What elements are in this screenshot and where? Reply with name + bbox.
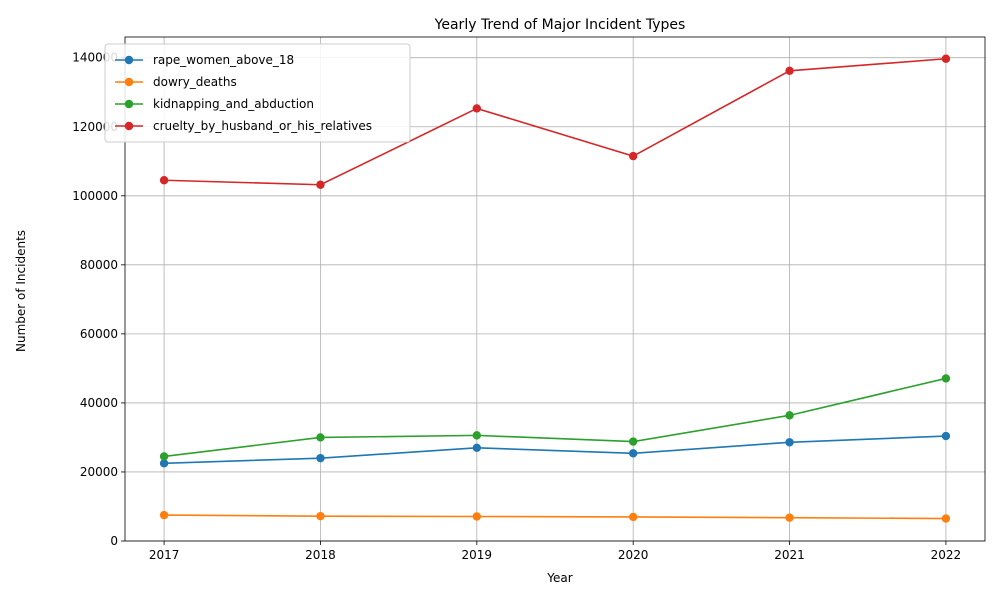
legend-marker <box>124 55 134 65</box>
data-point <box>941 514 951 523</box>
legend: rape_women_above_18 dowry_deaths kidnappin… <box>104 43 411 143</box>
x-tick-label: 2017 <box>149 548 180 562</box>
legend-marker <box>124 99 134 109</box>
data-point <box>472 443 482 452</box>
x-axis-title: Year <box>546 571 572 585</box>
x-tick-label: 2019 <box>462 548 493 562</box>
data-point <box>941 431 951 441</box>
y-tick-label: 60000 <box>80 327 118 341</box>
data-point <box>628 449 638 458</box>
data-point <box>159 510 169 520</box>
data-point <box>316 453 325 463</box>
legend-item: rape_women_above_18 <box>115 53 294 67</box>
grid <box>125 37 985 542</box>
data-point <box>159 176 169 185</box>
series-line <box>164 514 946 520</box>
x-tick-label: 2018 <box>305 548 336 562</box>
legend-item: dowry_deaths <box>115 75 237 89</box>
data-point <box>785 411 794 420</box>
data-point <box>472 431 482 440</box>
data-point <box>941 54 951 63</box>
series-rape_women_above_18 <box>159 431 951 468</box>
data-point <box>785 438 794 447</box>
data-point <box>785 66 794 76</box>
series-line <box>163 377 947 458</box>
y-axis-title: Number of Incidents <box>14 230 28 352</box>
legend-box <box>104 43 411 143</box>
data-point <box>316 511 325 521</box>
series-line <box>164 435 946 465</box>
y-tick-label: 100000 <box>72 189 118 203</box>
series-kidnapping_and_abduction <box>159 374 951 461</box>
legend-marker <box>124 121 134 131</box>
chart-title: Yearly Trend of Major Incident Types <box>434 17 686 33</box>
data-point <box>472 104 482 113</box>
x-tick-label: 2021 <box>774 548 805 562</box>
plot-frame <box>124 36 986 542</box>
x-tick-label: 2022 <box>931 548 962 562</box>
legend-item: cruelty_by_husband_or_his_relatives <box>115 119 372 133</box>
legend-label: rape_women_above_18 <box>153 53 294 67</box>
legend-item: kidnapping_and_abduction <box>115 97 314 111</box>
legend-label: kidnapping_and_abduction <box>153 97 314 111</box>
data-point <box>628 512 638 522</box>
x-tick-label: 2020 <box>618 548 649 562</box>
legend-label: cruelty_by_husband_or_his_relatives <box>153 119 372 133</box>
legend-label: dowry_deaths <box>153 75 237 89</box>
data-point <box>785 513 794 522</box>
data-point <box>941 374 951 383</box>
y-tick-label: 40000 <box>80 396 118 410</box>
series-cruelty_by_husband_or_his_relatives <box>159 54 951 189</box>
data-point <box>316 180 325 189</box>
data-point <box>159 459 169 468</box>
data-point <box>472 512 482 521</box>
y-tick-label: 80000 <box>80 258 118 272</box>
data-point <box>159 452 169 461</box>
legend-marker <box>124 77 134 87</box>
series-line <box>164 57 946 186</box>
series-layer <box>159 54 951 523</box>
data-point <box>628 151 638 161</box>
data-point <box>316 433 325 442</box>
y-tick-label: 0 <box>110 534 118 548</box>
axes: 2017 2018 2019 2020 2021 2022 0 20000 40000 60000… <box>72 36 986 562</box>
series-dowry_deaths <box>159 510 951 523</box>
y-tick-label: 20000 <box>80 465 118 479</box>
data-point <box>628 437 638 446</box>
